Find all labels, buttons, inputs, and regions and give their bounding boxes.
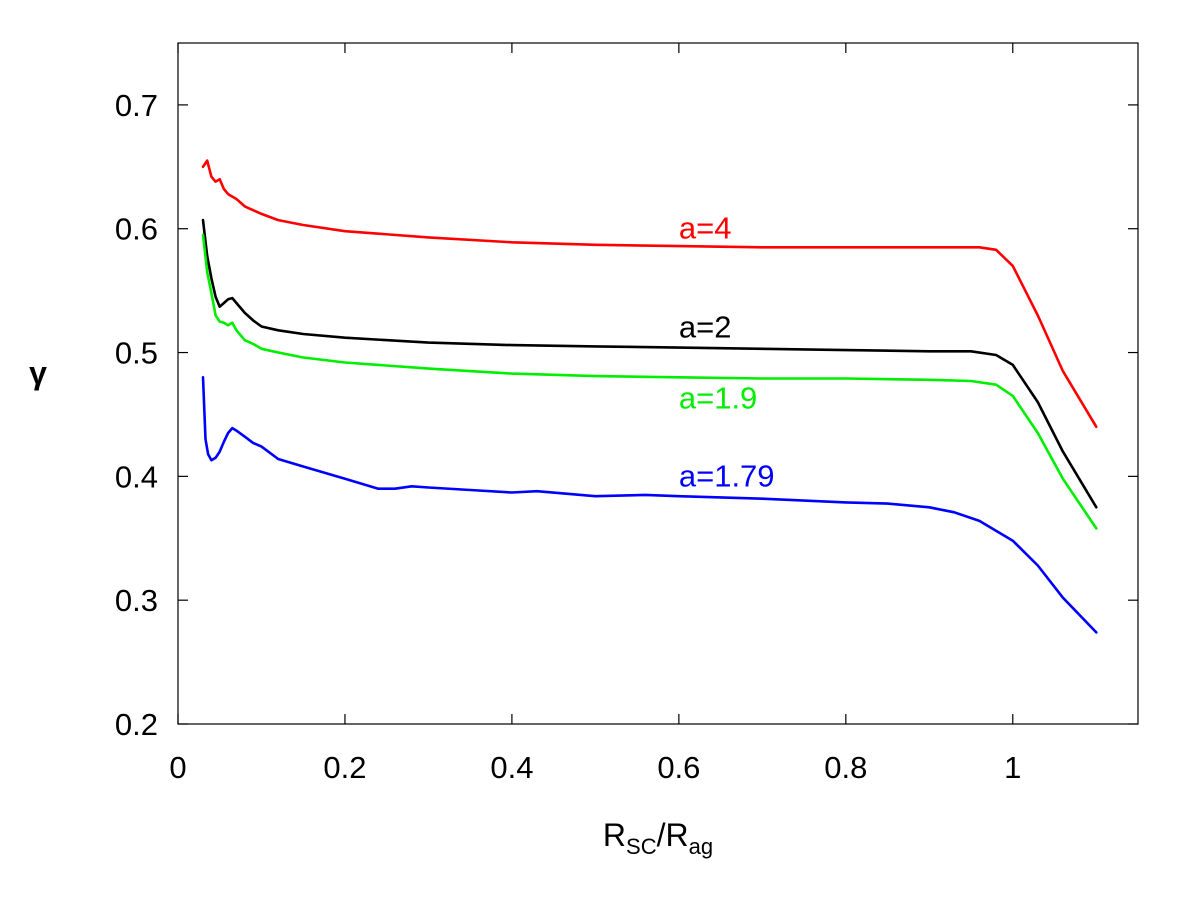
series-label: a=2 [679,310,732,345]
x-tick-label: 0.2 [323,750,366,785]
series-line [201,233,1098,530]
series-line [201,218,1098,509]
y-tick-label: 0.4 [115,459,158,494]
y-axis-title: γ [29,355,47,391]
x-tick-label: 0.6 [657,750,700,785]
y-tick-label: 0.7 [115,88,158,123]
series-line [201,159,1098,429]
series-line [201,375,1098,634]
x-tick-label: 1 [1004,750,1021,785]
y-tick-label: 0.2 [115,707,158,742]
x-tick-label: 0 [169,750,186,785]
y-tick-label: 0.6 [115,212,158,247]
y-tick-label: 0.5 [115,336,158,371]
series-label: a=1.79 [679,458,775,493]
x-axis-title: RSC/Rag [603,817,713,859]
series-label: a=4 [679,211,732,246]
x-tick-label: 0.8 [824,750,867,785]
y-tick-label: 0.3 [115,583,158,618]
series-label: a=1.9 [679,380,757,415]
x-tick-label: 0.4 [490,750,533,785]
plot-frame [177,42,1139,725]
